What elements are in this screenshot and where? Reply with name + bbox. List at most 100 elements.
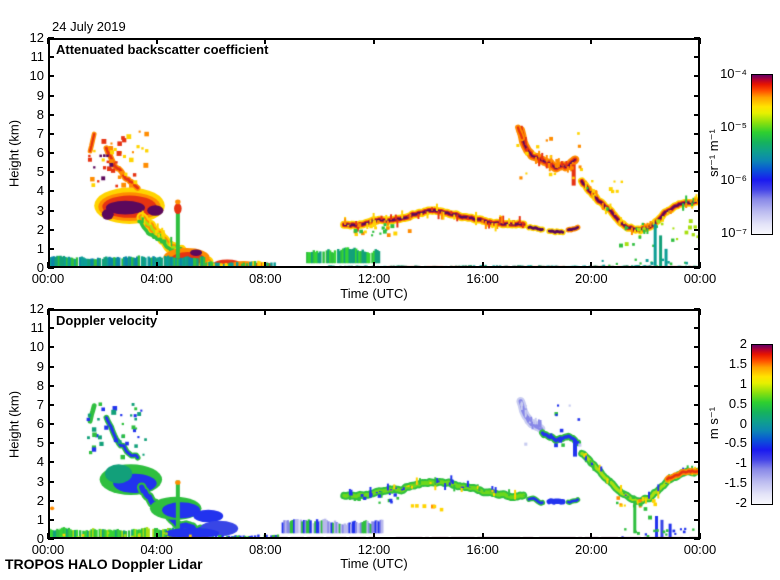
y-tick-mark [694, 480, 700, 483]
colorbar-tick-label: -2 [735, 495, 747, 510]
y-tick-label: 12 [29, 301, 44, 316]
x-tick-label: 00:00 [31, 542, 65, 557]
x-tick-mark [590, 309, 593, 315]
colorbar-tick-label: 0.5 [728, 395, 747, 411]
y-tick-label: 2 [36, 492, 44, 508]
y-tick-label: 8 [36, 377, 44, 393]
y-tick-mark [48, 132, 54, 135]
y-tick-mark [694, 518, 700, 521]
y-tick-label: 10 [29, 339, 44, 355]
y-tick-mark [48, 538, 54, 540]
y-tick-mark [48, 171, 54, 174]
x-tick-mark [590, 533, 593, 539]
colorbar-tick-label: 10⁻⁵ [720, 118, 747, 134]
x-tick-mark [47, 533, 49, 539]
y-tick-mark [48, 209, 54, 212]
y-tick-mark [694, 37, 700, 39]
footer-caption: TROPOS HALO Doppler Lidar [5, 556, 203, 572]
panel-title-backscatter: Attenuated backscatter coefficient [56, 42, 269, 57]
x-tick-mark [481, 38, 484, 44]
x-tick-mark [155, 533, 158, 539]
y-tick-mark [48, 94, 54, 97]
y-tick-mark [48, 518, 54, 521]
x-tick-label: 20:00 [575, 271, 608, 286]
y-tick-mark [694, 384, 700, 387]
y-tick-mark [694, 403, 700, 406]
colorbar-tick-label: 1.5 [728, 355, 747, 371]
doppler-colorbar-gradient [752, 345, 772, 504]
y-tick-mark [48, 75, 54, 78]
x-tick-mark [264, 309, 267, 315]
x-tick-label: 20:00 [575, 542, 608, 557]
backscatter-colorbar-gradient [752, 75, 772, 234]
x-tick-mark [47, 262, 49, 268]
y-tick-mark [48, 384, 54, 387]
y-tick-mark [694, 267, 700, 269]
x-tick-mark [264, 38, 267, 44]
y-tick-label: 5 [36, 435, 44, 451]
colorbar-tick-label: 2 [739, 336, 747, 351]
x-tick-mark [47, 38, 49, 44]
x-tick-mark [590, 38, 593, 44]
y-tick-mark [48, 56, 54, 59]
y-tick-mark [48, 365, 54, 368]
x-tick-mark [699, 533, 701, 539]
y-tick-label: 11 [30, 49, 45, 65]
x-tick-mark [590, 262, 593, 268]
colorbar-tick-label: 10⁻⁴ [720, 66, 747, 81]
backscatter-colorbar [751, 74, 773, 235]
y-tick-mark [48, 190, 54, 193]
x-tick-mark [155, 309, 158, 315]
colorbar-tick-label: 10⁻⁷ [720, 225, 747, 240]
doppler-plot-area: Doppler velocity [47, 308, 701, 540]
y-tick-mark [48, 113, 54, 116]
x-tick-mark [373, 38, 375, 44]
x-tick-mark [373, 309, 375, 315]
backscatter-heatmap-canvas [48, 38, 700, 268]
y-tick-label: 3 [36, 202, 44, 218]
y-tick-mark [48, 247, 54, 250]
y-tick-label: 4 [36, 183, 44, 199]
y-tick-label: 5 [36, 164, 44, 180]
y-tick-mark [48, 461, 54, 464]
y-tick-label: 7 [36, 396, 44, 412]
y-tick-label: 8 [36, 106, 44, 122]
y-tick-label: 0 [36, 531, 44, 546]
y-tick-mark [48, 480, 54, 483]
doppler-colorbar [751, 344, 773, 505]
x-tick-label: 04:00 [140, 271, 173, 286]
x-tick-mark [373, 262, 375, 268]
y-tick-mark [694, 499, 700, 502]
x-tick-mark [47, 309, 49, 315]
colorbar-tick-label: -0.5 [724, 435, 747, 451]
y-tick-label: 2 [36, 221, 44, 237]
y-tick-mark [694, 308, 700, 310]
x-tick-mark [481, 262, 484, 268]
y-tick-label: 11 [30, 320, 45, 336]
x-tick-label: 16:00 [466, 542, 499, 557]
x-tick-label: 08:00 [249, 542, 282, 557]
y-tick-mark [694, 247, 700, 250]
y-tick-mark [48, 327, 54, 330]
y-tick-mark [48, 346, 54, 349]
colorbar-tick-label: 10⁻⁶ [720, 172, 747, 187]
y-tick-mark [48, 152, 54, 154]
y-tick-mark [694, 365, 700, 368]
x-tick-label: 08:00 [249, 271, 282, 286]
y-tick-label: 1 [36, 240, 44, 256]
y-tick-mark [694, 132, 700, 135]
y-tick-label: 9 [36, 87, 44, 103]
x-axis-label-doppler: Time (UTC) [340, 556, 408, 571]
x-tick-mark [699, 262, 701, 268]
y-tick-mark [694, 152, 700, 154]
y-tick-label: 6 [36, 145, 44, 160]
backscatter-plot-area: Attenuated backscatter coefficient [47, 37, 701, 269]
y-tick-mark [48, 267, 54, 269]
y-tick-mark [48, 37, 54, 39]
x-axis-label-backscatter: Time (UTC) [340, 286, 408, 301]
x-tick-label: 16:00 [466, 271, 499, 286]
y-tick-label: 0 [36, 260, 44, 275]
y-tick-mark [694, 461, 700, 464]
x-tick-mark [264, 262, 267, 268]
